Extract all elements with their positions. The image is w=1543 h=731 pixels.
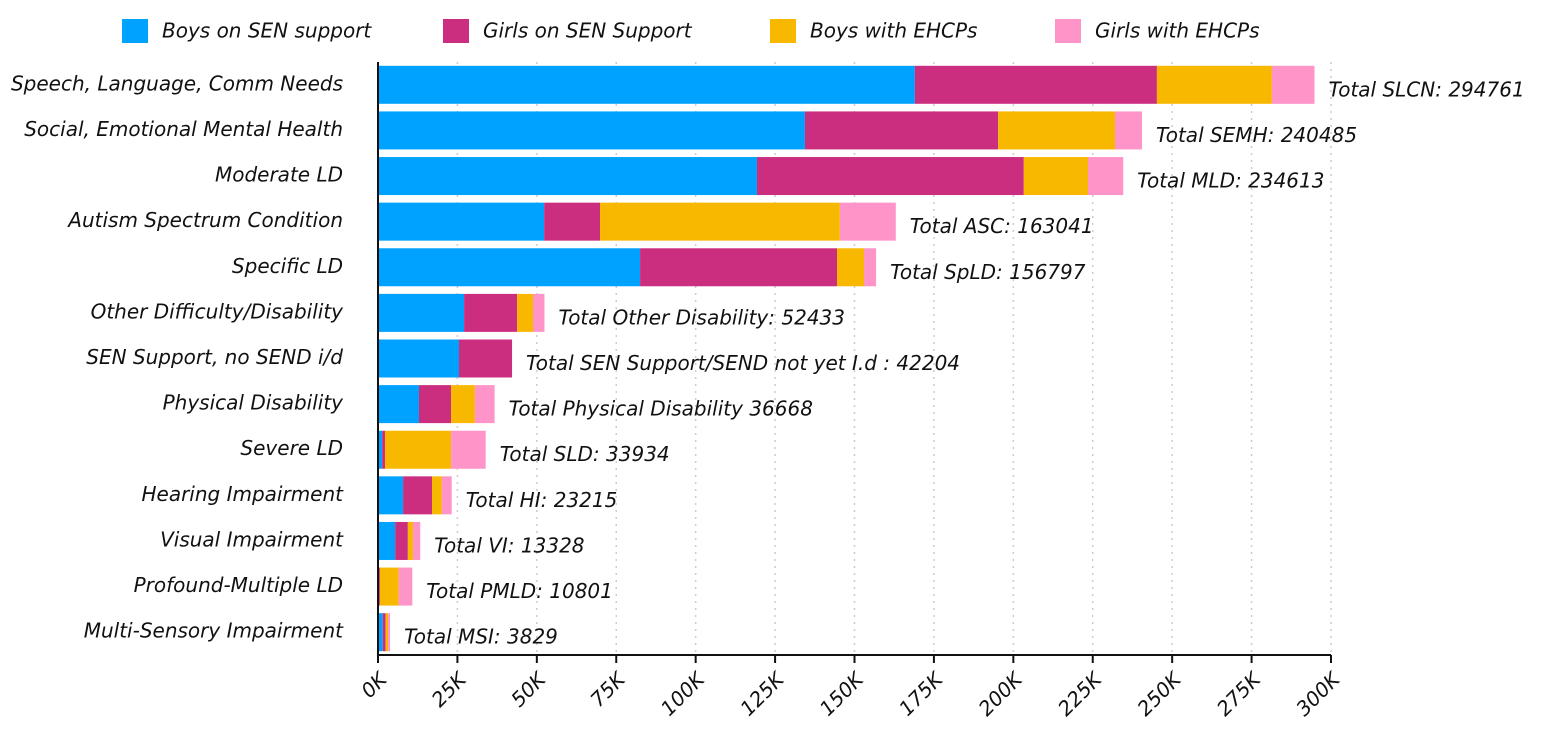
bar (382, 613, 386, 652)
bar (403, 476, 433, 515)
x-tick-label: 50K (506, 666, 552, 712)
bar (382, 430, 385, 469)
bar (1023, 157, 1088, 196)
total-label: Total Other Disability: 52433 (558, 305, 845, 329)
bar (412, 521, 421, 560)
total-label: Total SpLD: 156797 (890, 260, 1086, 284)
bar (600, 202, 840, 241)
bar (378, 157, 757, 196)
bar (451, 385, 475, 424)
bar (837, 248, 865, 287)
y-tick-label: Moderate LD (215, 163, 343, 187)
bar (640, 248, 838, 287)
bar (804, 111, 999, 150)
bar (378, 385, 419, 424)
y-tick-label: Social, Emotional Mental Health (24, 117, 343, 141)
total-label: Total SEMH: 240485 (1156, 123, 1357, 147)
x-tick-label: 275K (1212, 666, 1267, 721)
bar (378, 567, 380, 606)
bar (378, 248, 641, 287)
x-tick-label: 175K (894, 666, 949, 721)
bar (378, 430, 383, 469)
bar (451, 430, 486, 469)
total-label: Total MLD: 234613 (1137, 169, 1324, 193)
legend-label: Boys on SEN support (162, 19, 372, 43)
x-tick-label: 75K (585, 666, 631, 712)
bar (378, 613, 383, 652)
total-label: Total MSI: 3829 (404, 625, 558, 649)
x-tick-label: 25K (427, 666, 473, 712)
bar (441, 476, 452, 515)
y-tick-label: Specific LD (232, 254, 343, 278)
legend-swatch (443, 19, 469, 43)
total-label: Total VI: 13328 (434, 533, 584, 557)
y-tick-label: Physical Disability (163, 391, 345, 415)
bar (388, 613, 391, 652)
x-tick-label: 100K (656, 666, 711, 721)
x-tick-label: 125K (735, 666, 790, 721)
bar (398, 567, 413, 606)
x-tick-label: 225K (1053, 666, 1108, 721)
x-tick-label: 0K (356, 666, 393, 703)
bar (378, 111, 805, 150)
y-tick-label: Other Difficulty/Disability (91, 299, 345, 323)
total-label: Total HI: 23215 (466, 488, 618, 512)
bar (464, 293, 518, 332)
y-tick-label: SEN Support, no SEND i/d (86, 345, 343, 369)
bar (1156, 65, 1272, 104)
bar (1087, 157, 1124, 196)
bar (533, 293, 545, 332)
bar (998, 111, 1115, 150)
x-tick-label: 200K (974, 666, 1029, 721)
legend-label: Girls on SEN Support (483, 19, 693, 43)
bar (378, 476, 404, 515)
total-label: Total ASC: 163041 (910, 214, 1094, 238)
bar (914, 65, 1157, 104)
y-tick-label: Hearing Impairment (141, 482, 344, 506)
bar (864, 248, 877, 287)
bar (378, 65, 915, 104)
bar (407, 521, 413, 560)
bar (385, 613, 389, 652)
bar (1271, 65, 1315, 104)
total-label: Total SLCN: 294761 (1328, 77, 1524, 101)
bar (395, 521, 408, 560)
x-tick-label: 150K (815, 666, 870, 721)
bar (378, 202, 545, 241)
legend-swatch (770, 19, 796, 43)
bar (517, 293, 534, 332)
legend-swatch (1055, 19, 1081, 43)
y-tick-label: Visual Impairment (160, 527, 344, 551)
total-label: Total Physical Disability 36668 (509, 397, 813, 421)
bar (839, 202, 896, 241)
bar (459, 339, 513, 378)
legend-swatch (122, 19, 148, 43)
x-tick-label: 250K (1132, 666, 1187, 721)
bar (544, 202, 601, 241)
bar (1114, 111, 1142, 150)
total-label: Total PMLD: 10801 (426, 579, 613, 603)
bar (378, 521, 396, 560)
x-tick-label: 300K (1291, 666, 1346, 721)
bar (378, 293, 465, 332)
y-tick-label: Autism Spectrum Condition (66, 208, 343, 232)
bar (418, 385, 452, 424)
legend-label: Boys with EHCPs (810, 19, 977, 43)
total-label: Total SLD: 33934 (500, 442, 670, 466)
bar (379, 567, 399, 606)
bar (378, 339, 460, 378)
bar (432, 476, 442, 515)
bar (474, 385, 495, 424)
legend-label: Girls with EHCPs (1095, 19, 1260, 43)
bar (384, 430, 452, 469)
bar (756, 157, 1024, 196)
y-tick-label: Speech, Language, Comm Needs (11, 71, 343, 95)
total-label: Total SEN Support/SEND not yet I.d : 422… (526, 351, 960, 375)
y-tick-label: Profound-Multiple LD (134, 573, 343, 597)
y-tick-label: Multi-Sensory Impairment (84, 619, 344, 643)
y-tick-label: Severe LD (240, 436, 343, 460)
